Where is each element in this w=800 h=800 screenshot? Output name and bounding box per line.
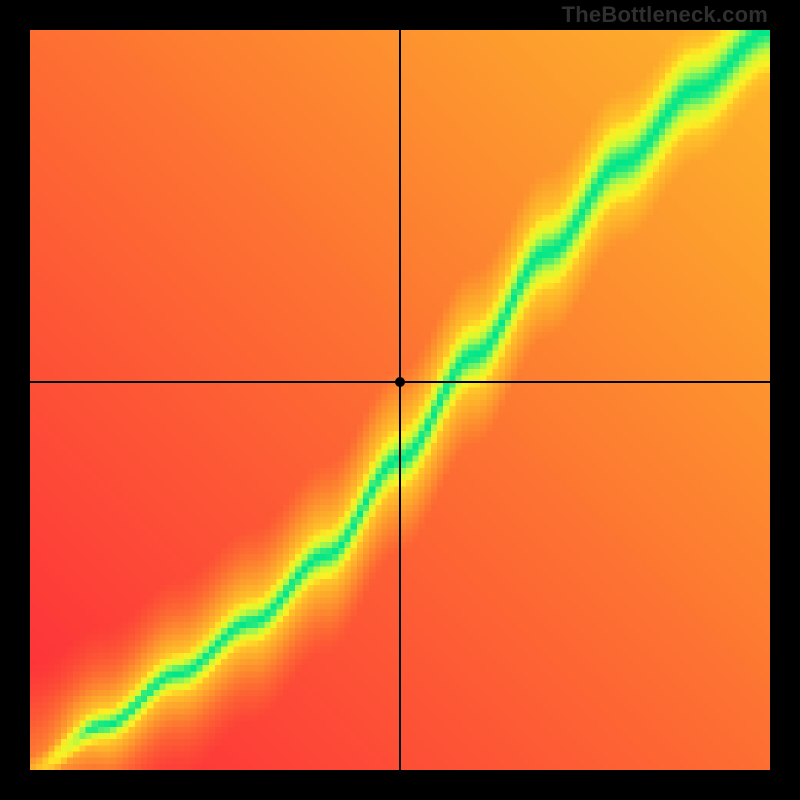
watermark-text: TheBottleneck.com — [562, 2, 768, 28]
chart-frame — [30, 30, 770, 770]
crosshair-vertical — [399, 30, 401, 770]
your-system-marker — [395, 377, 405, 387]
